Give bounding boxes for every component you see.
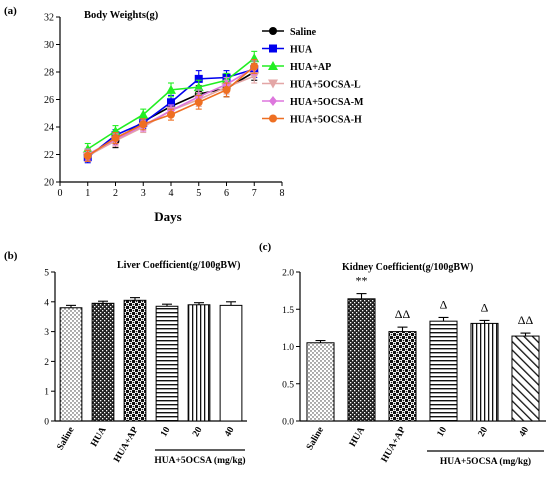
data-point bbox=[194, 74, 203, 83]
series-hua-5ocsa-h bbox=[83, 59, 259, 162]
panel-c-label: (c) bbox=[259, 241, 272, 253]
y-tick-label: 4 bbox=[44, 298, 49, 308]
legend-marker bbox=[269, 114, 277, 123]
x-tick-label: 5 bbox=[196, 188, 201, 199]
legend-marker bbox=[269, 27, 277, 35]
y-tick-label: 32 bbox=[44, 13, 54, 24]
bar bbox=[347, 298, 376, 422]
bar bbox=[59, 307, 83, 422]
kidney-coefficient-bar-chart: 0.0 0.5 1.0 1.5 2.0 Saline ** HUA ΔΔ HUA+AP Δ 10 Δ 20… bbox=[282, 269, 546, 467]
y-tick-label: 2 bbox=[44, 358, 49, 368]
category-label: HUA+AP bbox=[112, 425, 140, 464]
bar bbox=[306, 342, 335, 422]
data-point bbox=[167, 110, 175, 119]
data-point bbox=[83, 151, 92, 160]
x-tick-label: 0 bbox=[58, 188, 63, 199]
significance-annotation: ΔΔ bbox=[518, 313, 534, 327]
x-tick-label: 2 bbox=[113, 188, 118, 199]
chart-b-title: Liver Coefficient(g/100gBW) bbox=[117, 260, 240, 271]
significance-annotation: Δ bbox=[440, 297, 448, 311]
data-point bbox=[111, 134, 120, 142]
bar bbox=[429, 320, 458, 422]
data-point bbox=[166, 84, 176, 94]
chart-c-title: Kidney Coefficient(g/100gBW) bbox=[342, 262, 473, 273]
bar bbox=[91, 302, 115, 422]
y-tick-label: 0 bbox=[44, 418, 49, 428]
bar bbox=[388, 331, 417, 422]
x-tick-label: 3 bbox=[141, 188, 146, 199]
y-tick-label: 26 bbox=[44, 95, 54, 106]
x-tick-label: 7 bbox=[252, 188, 257, 199]
y-tick-label: 1 bbox=[44, 388, 49, 398]
y-tick-label: 22 bbox=[44, 150, 54, 161]
legend-label: HUA+AP bbox=[290, 62, 331, 73]
y-tick-label: 24 bbox=[44, 123, 54, 134]
category-label: 10 bbox=[159, 425, 173, 438]
significance-annotation: ΔΔ bbox=[395, 307, 411, 321]
data-point bbox=[222, 85, 231, 94]
category-label: Saline bbox=[305, 426, 326, 452]
category-label: 10 bbox=[436, 425, 450, 438]
panel-a-label: (a) bbox=[4, 5, 17, 17]
y-tick-label: 1.0 bbox=[282, 343, 294, 353]
bar bbox=[187, 304, 211, 422]
category-label: HUA bbox=[348, 425, 367, 448]
category-label: HUA+AP bbox=[380, 425, 408, 464]
chart-a-xlabel: Days bbox=[154, 209, 181, 224]
y-tick-label: 30 bbox=[44, 40, 54, 51]
x-tick-label: 8 bbox=[280, 188, 285, 199]
category-label: 40 bbox=[223, 425, 237, 438]
y-tick-label: 3 bbox=[44, 328, 49, 338]
bar bbox=[123, 299, 147, 422]
data-point bbox=[167, 98, 175, 107]
bar bbox=[470, 322, 499, 422]
bar bbox=[219, 304, 243, 422]
category-label: Saline bbox=[56, 426, 77, 452]
legend-label: Saline bbox=[290, 27, 317, 38]
y-tick-label: 0.0 bbox=[282, 418, 294, 428]
x-tick-label: 1 bbox=[85, 188, 90, 199]
legend-label: HUA+5OCSA-M bbox=[290, 97, 364, 108]
bar bbox=[511, 335, 540, 422]
category-label: 40 bbox=[518, 425, 532, 438]
x-tick-label: 4 bbox=[169, 188, 174, 199]
group-label: HUA+5OCSA (mg/kg) bbox=[440, 456, 531, 467]
y-tick-label: 0.5 bbox=[282, 380, 294, 390]
category-label: HUA bbox=[89, 425, 108, 448]
chart-a-legend: Saline HUA HUA+AP HUA+5OCSA-L HUA+5OCSA-M HUA… bbox=[262, 27, 364, 126]
legend-label: HUA bbox=[290, 45, 313, 56]
data-point bbox=[193, 82, 204, 92]
category-label: 20 bbox=[191, 425, 205, 438]
group-label: HUA+5OCSA (mg/kg) bbox=[154, 455, 245, 466]
body-weight-line-chart: 0 1 2 3 4 5 6 7 8 20 22 24 26 28 30 32 Saline HUA HUA+AP HU… bbox=[44, 13, 364, 200]
data-point bbox=[250, 62, 259, 71]
significance-annotation: Δ bbox=[481, 300, 489, 314]
category-label: 20 bbox=[477, 425, 491, 438]
y-tick-label: 2.0 bbox=[282, 269, 294, 279]
panel-b-label: (b) bbox=[4, 250, 18, 262]
legend-marker bbox=[268, 79, 278, 89]
legend-label: HUA+5OCSA-H bbox=[290, 115, 362, 126]
data-point bbox=[194, 98, 203, 107]
bar bbox=[155, 305, 179, 422]
liver-coefficient-bar-chart: 0 1 2 3 4 5 Saline HUA HUA+AP 10 20 40 HUA+5OCSA (mg… bbox=[44, 269, 247, 466]
y-tick-label: 20 bbox=[44, 178, 54, 189]
data-point bbox=[139, 120, 148, 129]
chart-a-title: Body Weights(g) bbox=[84, 10, 159, 21]
legend-marker bbox=[269, 44, 277, 53]
legend-marker bbox=[268, 61, 278, 70]
y-tick-label: 5 bbox=[44, 269, 49, 279]
legend-label: HUA+5OCSA-L bbox=[290, 80, 361, 91]
significance-annotation: ** bbox=[356, 274, 368, 288]
data-point bbox=[138, 109, 149, 119]
legend-marker bbox=[269, 96, 277, 106]
x-tick-label: 6 bbox=[224, 188, 229, 199]
y-tick-label: 1.5 bbox=[282, 306, 294, 316]
y-tick-label: 28 bbox=[44, 68, 54, 79]
